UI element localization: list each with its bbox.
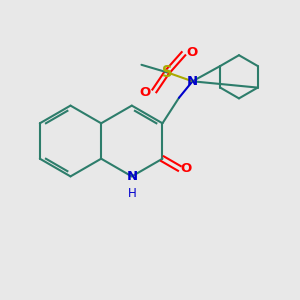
Text: S: S <box>162 65 172 80</box>
Text: O: O <box>181 162 192 175</box>
Text: O: O <box>187 46 198 59</box>
Text: N: N <box>187 75 198 88</box>
Text: O: O <box>140 86 151 99</box>
Text: N: N <box>126 170 137 183</box>
Text: H: H <box>128 187 136 200</box>
